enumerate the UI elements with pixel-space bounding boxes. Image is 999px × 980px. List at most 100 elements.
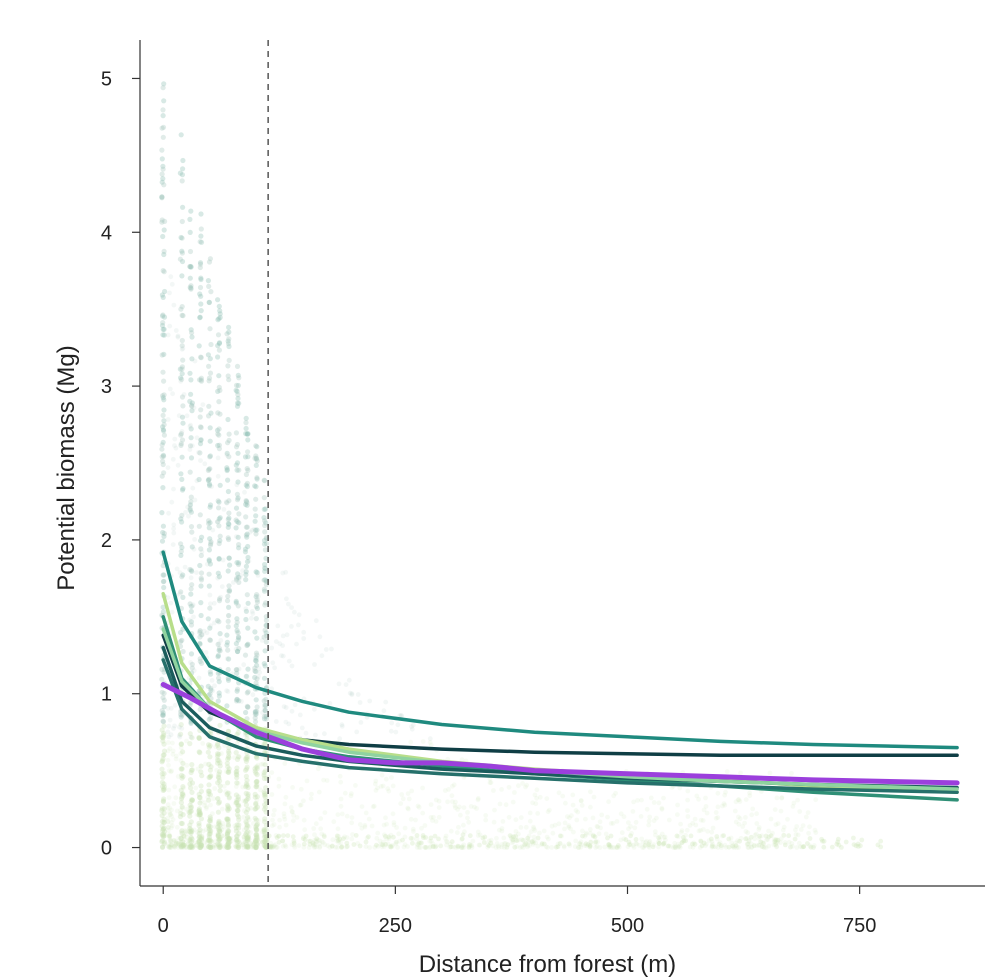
scatter-point [225, 521, 231, 527]
scatter-point [243, 532, 249, 538]
tick-marks [132, 77, 861, 894]
scatter-point [241, 814, 247, 820]
scatter-point [508, 836, 514, 841]
scatter-point [431, 844, 436, 849]
fit-line [161, 591, 959, 794]
scatter-point [334, 833, 340, 839]
scatter-point [316, 789, 322, 795]
scatter-point [189, 789, 195, 796]
scatter-point [245, 834, 251, 840]
scatter-point [207, 542, 214, 548]
scatter-point [242, 767, 249, 773]
scatter-point [253, 832, 259, 838]
scatter-point [236, 830, 242, 837]
scatter-point [483, 813, 489, 818]
scatter-point [217, 760, 223, 766]
scatter-point [165, 705, 171, 711]
scatter-point [207, 816, 214, 822]
scatter-point [179, 218, 185, 225]
scatter-point [216, 842, 222, 848]
scatter-point [159, 509, 165, 516]
scatter-point [225, 624, 231, 630]
scatter-point [165, 417, 171, 422]
scatter-point [196, 809, 202, 815]
scatter-point [288, 805, 294, 810]
scatter-point [416, 804, 422, 810]
scatter-point [821, 838, 827, 844]
scatter-point [296, 622, 301, 628]
scatter-point [234, 534, 239, 539]
scatter-point [159, 766, 165, 772]
scatter-point [225, 835, 231, 842]
scatter-point [244, 483, 250, 490]
scatter-point [198, 552, 204, 559]
scatter-point [171, 302, 177, 308]
scatter-point [198, 437, 204, 443]
scatter-point [698, 838, 704, 844]
scatter-point [752, 832, 758, 838]
scatter-point [180, 346, 186, 351]
scatter-point [851, 842, 857, 847]
scatter-point [303, 833, 309, 839]
scatter-point [254, 779, 260, 785]
scatter-point [254, 704, 260, 710]
scatter-point [475, 833, 481, 838]
scatter-point [641, 844, 647, 850]
scatter-point [216, 574, 222, 580]
scatter-point [160, 833, 167, 839]
scatter-point [337, 836, 343, 842]
fit-line [161, 550, 959, 750]
scatter-point [243, 839, 249, 845]
scatter-point [194, 478, 200, 484]
scatter-point [196, 828, 202, 834]
scatter-point [182, 837, 188, 843]
scatter-point [225, 829, 232, 835]
scatter-point [217, 387, 223, 393]
scatter-point [226, 431, 232, 437]
scatter-point [442, 835, 448, 841]
x-tick-label: 500 [611, 915, 644, 937]
scatter-point [349, 820, 355, 826]
scatter-point [269, 686, 275, 692]
scatter-point [549, 845, 555, 850]
scatter-point [187, 617, 193, 623]
y-tick-label: 3 [101, 376, 112, 398]
scatter-point [531, 840, 536, 846]
scatter-point [196, 812, 202, 818]
scatter-point [234, 822, 240, 828]
scatter-point [431, 814, 436, 820]
scatter-point [374, 842, 379, 848]
scatter-point [245, 554, 251, 561]
scatter-point [196, 842, 202, 848]
scatter-point [566, 823, 572, 829]
scatter-point [466, 819, 472, 825]
scatter-point [204, 630, 210, 636]
scatter-point [226, 768, 232, 774]
scatter-point [627, 842, 632, 847]
scatter-point [733, 819, 739, 825]
scatter-point [183, 828, 189, 834]
scatter-point [402, 834, 408, 840]
scatter-point [626, 826, 631, 832]
scatter-point [189, 356, 195, 362]
scatter-point [730, 843, 736, 849]
scatter-point [198, 769, 204, 775]
scatter-point [262, 702, 268, 708]
scatter-point [243, 798, 249, 804]
scatter-point [320, 840, 326, 845]
scatter-point [228, 838, 234, 844]
scatter-point [386, 834, 392, 840]
scatter-point [161, 819, 167, 825]
scatter-point [197, 414, 203, 420]
scatter-point [415, 803, 421, 809]
scatter-point [502, 845, 507, 850]
scatter-point [188, 839, 195, 845]
scatter-point [160, 572, 166, 578]
scatter-point [178, 714, 184, 720]
scatter-point [580, 833, 585, 839]
scatter-point [261, 772, 267, 778]
scatter-point [338, 796, 344, 802]
scatter-point [217, 834, 223, 840]
scatter-point [174, 808, 180, 814]
scatter-point [262, 518, 268, 524]
